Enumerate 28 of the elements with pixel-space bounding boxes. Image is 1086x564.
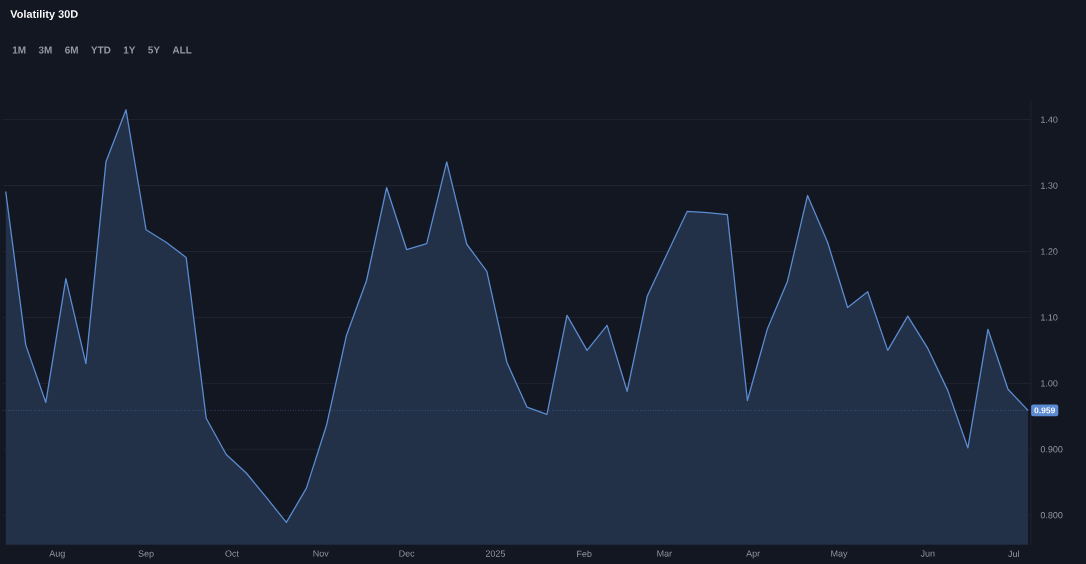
text: 1M	[12, 46, 26, 54]
y-tick-label: 0.800	[1040, 512, 1063, 519]
x-tick-label: May	[831, 550, 848, 559]
text: 6M	[65, 46, 78, 54]
y-tick-label: 1.20	[1041, 248, 1058, 255]
x-tick-label: Sep	[138, 550, 154, 559]
text: 3M	[38, 46, 52, 54]
y-tick-label: 0.900	[1040, 446, 1063, 453]
x-tick-label: Mar	[657, 550, 672, 557]
x-tick-label: Jun	[920, 550, 935, 557]
x-tick-label: Aug	[49, 550, 65, 559]
x-tick-label: Apr	[746, 550, 760, 559]
y-tick-label: 1.10	[1041, 314, 1058, 321]
x-tick-label: Oct	[225, 550, 239, 557]
y-tick-label: 1.40	[1041, 116, 1058, 123]
x-tick-label: Feb	[577, 550, 592, 557]
chart-title: Volatility 30D	[10, 9, 78, 21]
x-tick-label: Dec	[399, 550, 415, 557]
x-tick-label: Nov	[313, 550, 329, 557]
text: 1Y	[123, 46, 136, 54]
text: YTD	[91, 46, 111, 54]
text: ALL	[172, 46, 192, 54]
y-tick-label: 1.30	[1041, 182, 1058, 189]
text: 5Y	[148, 46, 160, 54]
x-tick-label: Jul	[1008, 550, 1019, 557]
x-tick-label: 2025	[485, 550, 505, 557]
ref-line-label: 0.959	[1034, 407, 1055, 414]
y-tick-label: 1.00	[1041, 380, 1058, 387]
